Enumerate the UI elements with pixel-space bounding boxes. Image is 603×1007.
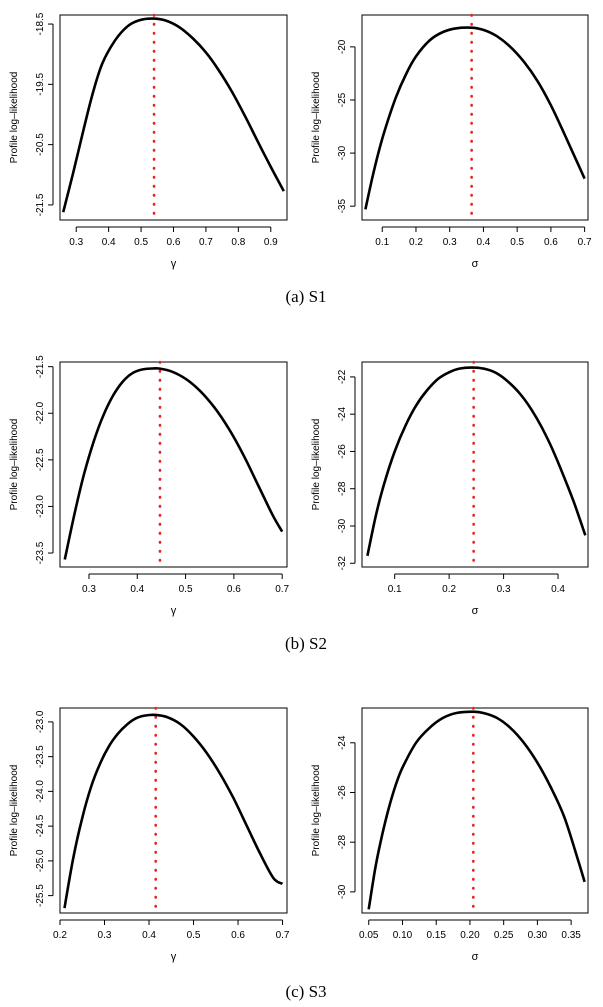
subfigure-caption: (c) S3	[285, 982, 326, 1001]
x-tick-label: 0.3	[443, 237, 457, 248]
y-axis-label: Profile log–likelihood	[9, 765, 20, 857]
x-tick-label: 0.15	[426, 930, 446, 941]
x-tick-label: 0.6	[227, 584, 241, 595]
chart-panel-S3-sigma: 0.05 0.10 0.15 0.20 0.25 0.30 0.35 σ -24 -26 -28 -3…	[311, 706, 589, 963]
y-tick-label: -25	[337, 92, 348, 107]
y-tick-label: -24	[337, 407, 348, 422]
y-tick-label: -24.5	[35, 814, 46, 837]
x-tick-label: 0.3	[69, 237, 83, 248]
x-tick-label: 0.6	[167, 237, 181, 248]
y-tick-label: -30	[337, 884, 348, 899]
x-tick-label: 0.2	[442, 584, 456, 595]
y-tick-label: -22.5	[35, 448, 46, 471]
y-axis-label: Profile log–likelihood	[311, 419, 322, 511]
y-tick-label: -24	[337, 735, 348, 750]
chart-panel-S2-gamma: 0.3 0.4 0.5 0.6 0.7 γ -21.5 -22.0 -22.5 -23.0 -23.…	[9, 355, 290, 617]
x-axis-label: γ	[171, 951, 177, 963]
y-tick-label: -25.5	[35, 884, 46, 907]
x-tick-label: 0.4	[142, 930, 156, 941]
x-tick-label: 0.5	[187, 930, 201, 941]
x-tick-label: 0.1	[388, 584, 402, 595]
profile-likelihood-curve	[63, 713, 284, 909]
y-tick-label: -23.0	[35, 710, 46, 733]
y-axis-label: Profile log–likelihood	[9, 419, 20, 511]
y-tick-label: -21.5	[35, 355, 46, 378]
x-tick-label: 0.7	[199, 237, 213, 248]
plot-frame	[361, 707, 589, 914]
plot-frame	[361, 361, 589, 568]
x-tick-label: 0.2	[409, 237, 423, 248]
y-axis-label: Profile log–likelihood	[311, 765, 322, 857]
subfigure-caption: (b) S2	[285, 634, 327, 653]
x-tick-label: 0.05	[359, 930, 379, 941]
x-axis-label: γ	[171, 258, 177, 270]
x-tick-label: 0.4	[476, 237, 490, 248]
y-tick-label: -21.5	[35, 193, 46, 216]
x-tick-label: 0.5	[510, 237, 524, 248]
y-tick-label: -19.5	[35, 73, 46, 96]
y-tick-label: -23.0	[35, 495, 46, 518]
y-tick-label: -26	[337, 444, 348, 459]
plot-frame	[59, 707, 288, 914]
profile-likelihood-curve	[364, 26, 586, 210]
y-tick-label: -23.5	[35, 541, 46, 564]
x-tick-label: 0.7	[276, 930, 290, 941]
x-tick-label: 0.3	[98, 930, 112, 941]
x-tick-label: 0.7	[275, 584, 289, 595]
profile-likelihood-curve	[61, 17, 285, 213]
x-tick-label: 0.4	[551, 584, 565, 595]
x-tick-label: 0.8	[231, 237, 245, 248]
chart-panel-S1-gamma: 0.3 0.4 0.5 0.6 0.7 0.8 0.9 γ -18.5 -19.5 -20.5 -21…	[9, 12, 288, 270]
x-axis-label: σ	[472, 605, 479, 617]
y-tick-label: -22.0	[35, 401, 46, 424]
x-tick-label: 0.2	[53, 930, 67, 941]
x-axis-label: σ	[472, 258, 479, 270]
x-tick-label: 0.5	[134, 237, 148, 248]
y-tick-label: -22	[337, 369, 348, 384]
y-tick-label: -28	[337, 835, 348, 850]
y-tick-label: -24.0	[35, 780, 46, 803]
x-tick-label: 0.20	[460, 930, 480, 941]
x-tick-label: 0.30	[528, 930, 548, 941]
x-tick-label: 0.10	[393, 930, 413, 941]
y-tick-label: -23.5	[35, 745, 46, 768]
profile-likelihood-curve	[367, 710, 586, 910]
x-tick-label: 0.4	[130, 584, 144, 595]
x-tick-label: 0.7	[578, 237, 592, 248]
profile-likelihood-curve	[63, 366, 284, 560]
x-axis-label: σ	[472, 951, 479, 963]
x-tick-label: 0.5	[179, 584, 193, 595]
profile-likelihood-curve	[366, 366, 587, 557]
y-tick-label: -28	[337, 481, 348, 496]
y-tick-label: -18.5	[35, 12, 46, 35]
chart-panel-S3-gamma: 0.2 0.3 0.4 0.5 0.6 0.7 γ -23.0 -23.5 -24.0 -24.5 -…	[9, 706, 290, 963]
plot-frame	[59, 361, 288, 568]
chart-panel-S1-sigma: 0.1 0.2 0.3 0.4 0.5 0.6 0.7 σ -20 -25 -30 -35 Profil…	[311, 13, 592, 270]
x-tick-label: 0.25	[494, 930, 514, 941]
y-tick-label: -30	[337, 518, 348, 533]
y-tick-label: -20.5	[35, 133, 46, 156]
plot-frame	[59, 14, 288, 221]
x-tick-label: 0.6	[544, 237, 558, 248]
x-tick-label: 0.1	[375, 237, 389, 248]
y-tick-label: -25.0	[35, 849, 46, 872]
y-axis-label: Profile log–likelihood	[311, 72, 322, 164]
y-tick-label: -30	[337, 145, 348, 160]
x-tick-label: 0.3	[82, 584, 96, 595]
chart-panel-S2-sigma: 0.1 0.2 0.3 0.4 σ -22 -24 -26 -28 -30 -32 Profile l…	[311, 360, 589, 617]
subfigure-caption: (a) S1	[285, 287, 326, 306]
x-tick-label: 0.9	[264, 237, 278, 248]
x-tick-label: 0.4	[102, 237, 116, 248]
x-tick-label: 0.35	[561, 930, 581, 941]
y-tick-label: -32	[337, 556, 348, 571]
y-tick-label: -20	[337, 39, 348, 54]
y-tick-label: -26	[337, 785, 348, 800]
y-axis-label: Profile log–likelihood	[9, 72, 20, 164]
x-axis-label: γ	[171, 605, 177, 617]
plot-frame	[361, 14, 589, 221]
x-tick-label: 0.6	[231, 930, 245, 941]
y-tick-label: -35	[337, 199, 348, 214]
x-tick-label: 0.3	[497, 584, 511, 595]
